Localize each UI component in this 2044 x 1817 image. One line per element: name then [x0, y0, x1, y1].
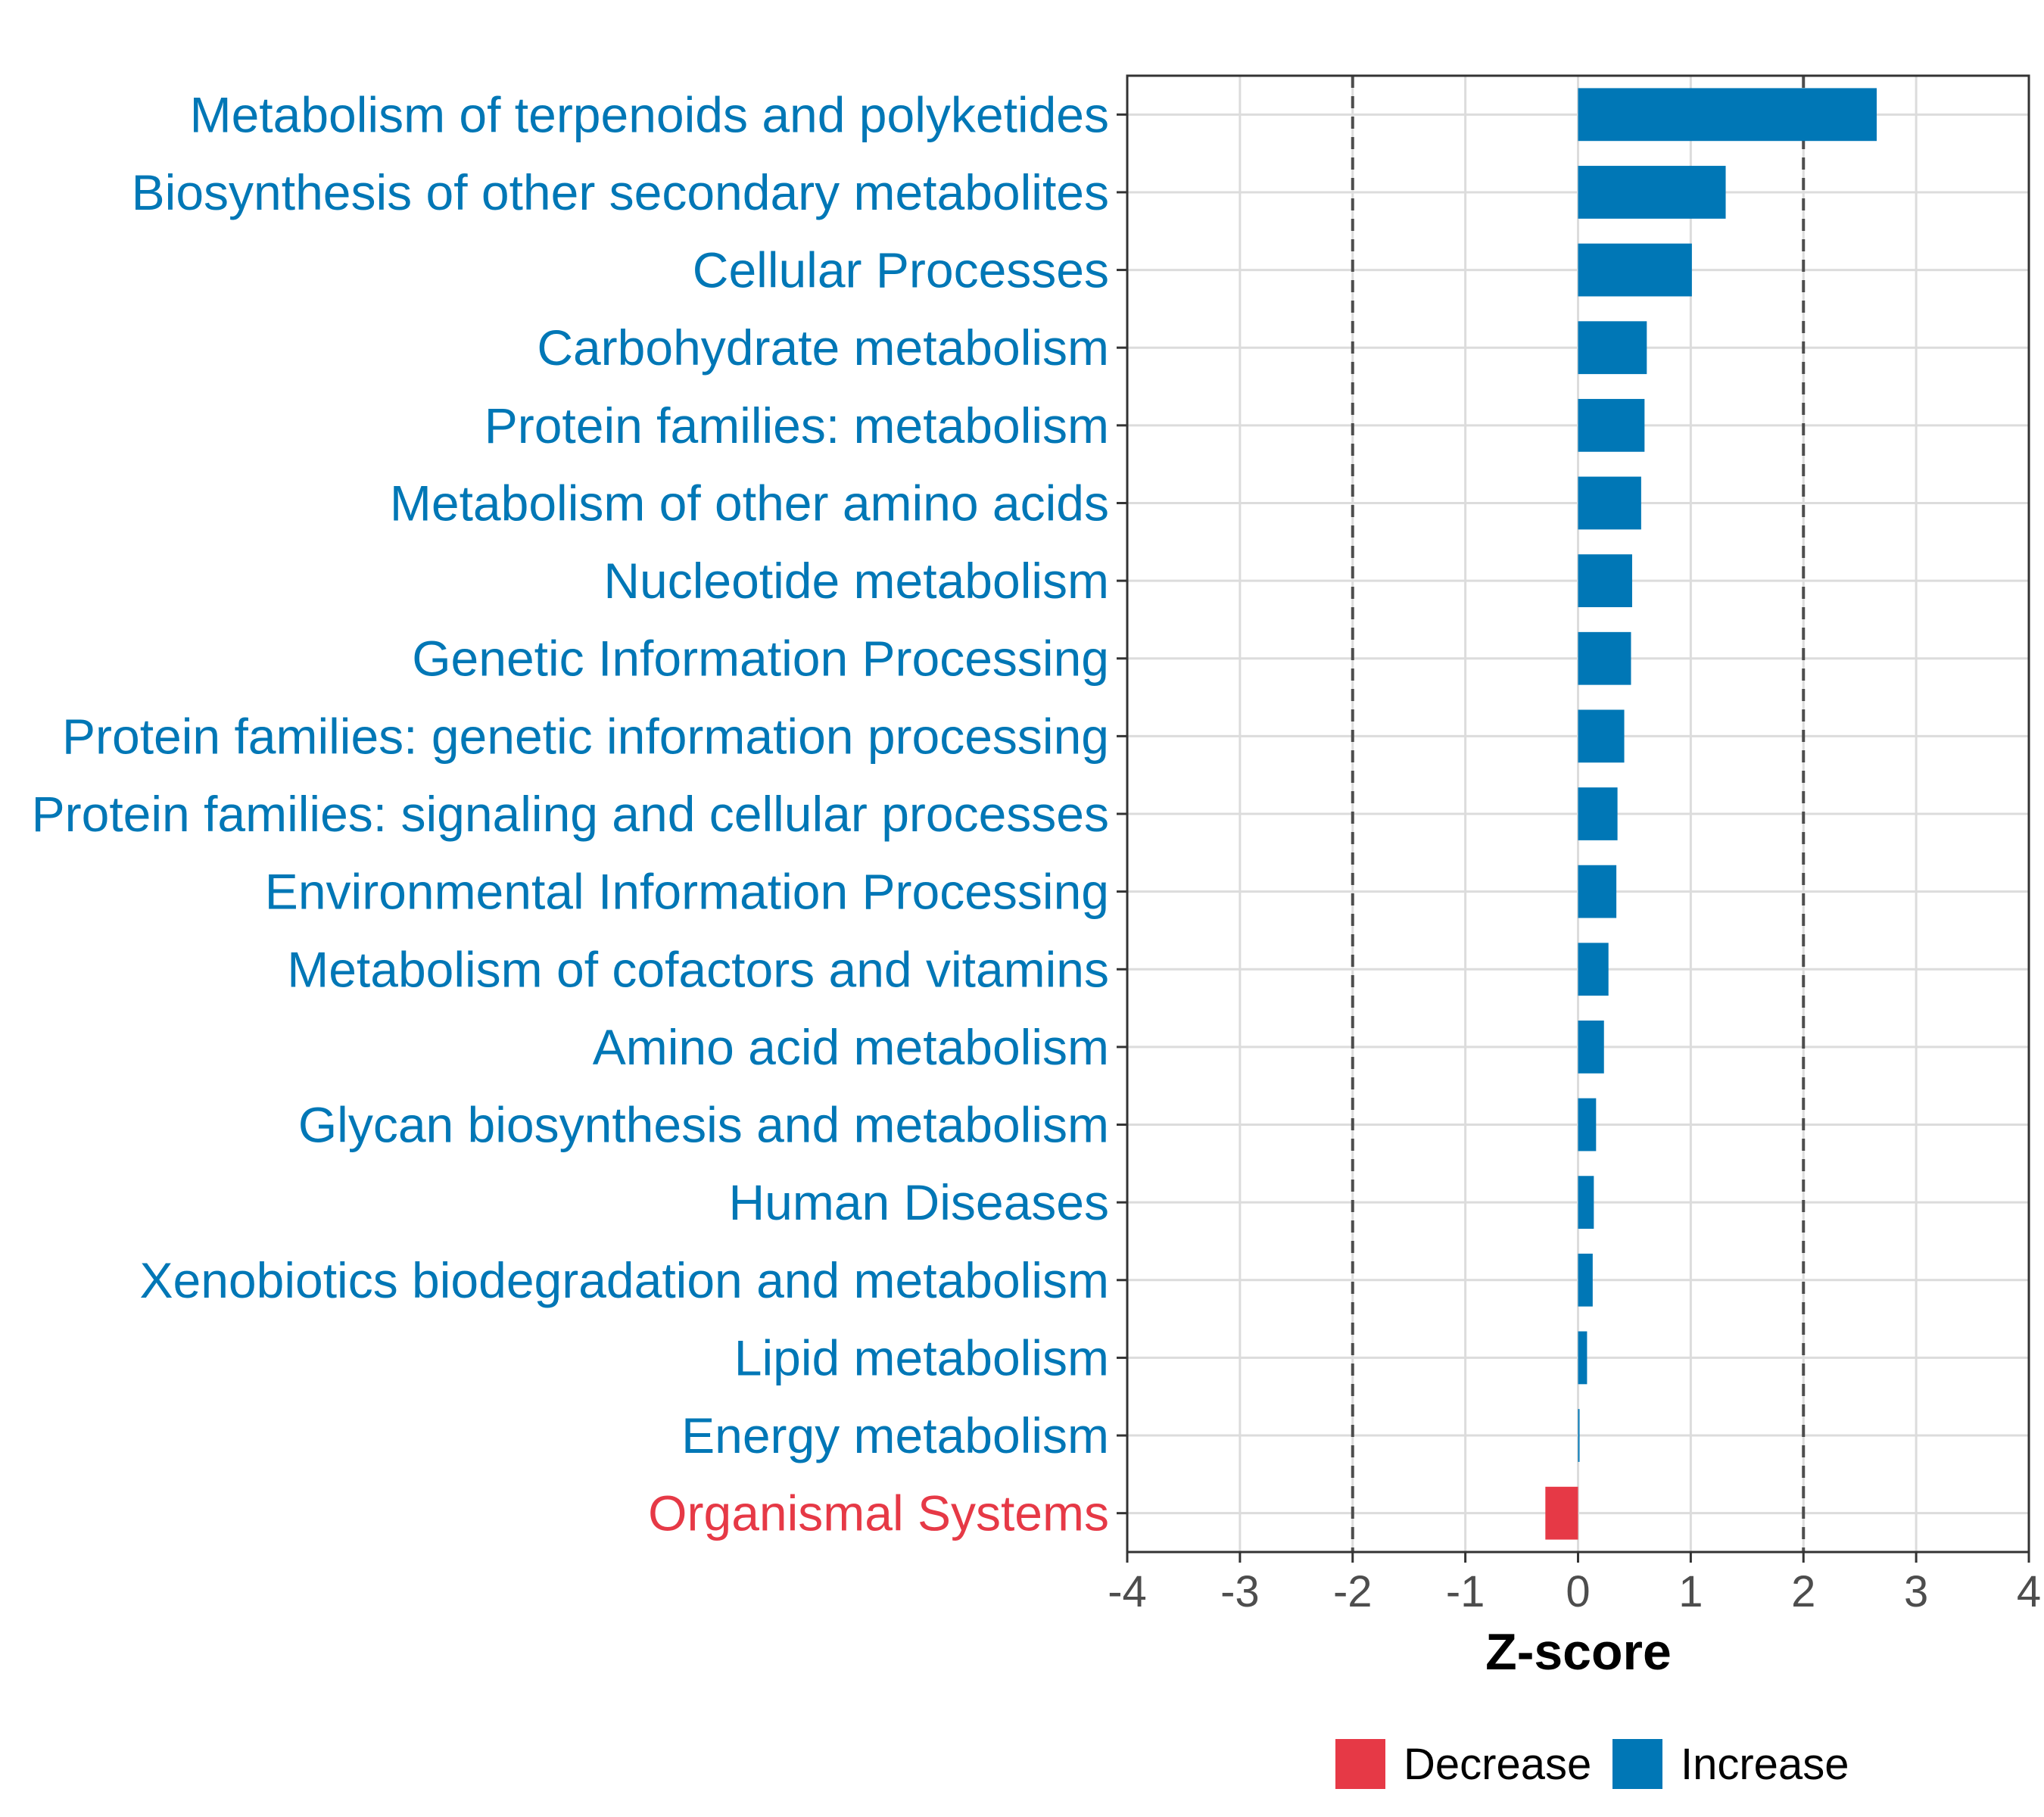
- y-axis-ticks: [1117, 113, 1127, 1515]
- bar: [1578, 554, 1632, 607]
- y-axis-label: Biosynthesis of other secondary metaboli…: [132, 164, 1109, 220]
- bar: [1578, 398, 1645, 452]
- x-tick-label: 1: [1678, 1567, 1703, 1616]
- y-axis-labels: Metabolism of terpenoids and polyketides…: [32, 86, 1109, 1541]
- bar: [1578, 1409, 1580, 1462]
- y-axis-label: Environmental Information Processing: [265, 864, 1109, 920]
- bar: [1578, 709, 1625, 763]
- y-axis-label: Lipid metabolism: [734, 1329, 1109, 1385]
- x-tick-label: 3: [1904, 1567, 1928, 1616]
- x-tick-label: -4: [1108, 1567, 1147, 1616]
- bar: [1578, 1021, 1604, 1074]
- bar: [1578, 243, 1692, 297]
- legend: Decrease Increase: [1335, 1739, 1849, 1789]
- y-axis-label: Protein families: genetic information pr…: [62, 708, 1109, 764]
- bar: [1578, 476, 1641, 530]
- y-axis-label: Energy metabolism: [681, 1407, 1109, 1463]
- legend-key-decrease: [1335, 1739, 1385, 1789]
- bar: [1578, 1331, 1588, 1385]
- bar: [1578, 865, 1617, 918]
- y-axis-label: Protein families: signaling and cellular…: [32, 786, 1109, 842]
- x-axis-title: Z-score: [1485, 1623, 1672, 1681]
- x-tick-label: -3: [1220, 1567, 1260, 1616]
- y-axis-label: Metabolism of terpenoids and polyketides: [190, 86, 1109, 142]
- x-axis-ticks: -4 -3 -2 -1 0 1 2 3 4: [1108, 1552, 2041, 1616]
- bar: [1578, 321, 1647, 375]
- legend-label-increase: Increase: [1681, 1740, 1849, 1789]
- x-tick-label: 0: [1566, 1567, 1590, 1616]
- bars: [1545, 88, 1877, 1540]
- bar: [1578, 1253, 1593, 1307]
- y-axis-label: Human Diseases: [728, 1174, 1109, 1230]
- y-axis-label: Xenobiotics biodegradation and metabolis…: [140, 1252, 1110, 1308]
- y-axis-label: Genetic Information Processing: [412, 631, 1109, 687]
- bar: [1578, 1176, 1594, 1230]
- y-axis-label: Nucleotide metabolism: [603, 553, 1109, 609]
- x-tick-label: 2: [1791, 1567, 1815, 1616]
- bar: [1578, 631, 1631, 685]
- y-axis-label: Metabolism of cofactors and vitamins: [287, 941, 1109, 997]
- y-axis-label: Protein families: metabolism: [485, 397, 1109, 453]
- bar: [1578, 166, 1726, 219]
- y-axis-label: Amino acid metabolism: [593, 1019, 1109, 1075]
- x-tick-label: -1: [1446, 1567, 1485, 1616]
- y-axis-label: Organismal Systems: [648, 1485, 1109, 1541]
- y-axis-label: Carbohydrate metabolism: [537, 319, 1109, 376]
- bar: [1545, 1486, 1578, 1540]
- legend-label-decrease: Decrease: [1404, 1740, 1591, 1789]
- y-axis-label: Metabolism of other amino acids: [390, 475, 1109, 531]
- legend-key-increase: [1612, 1739, 1662, 1789]
- y-axis-label: Glycan biosynthesis and metabolism: [298, 1097, 1109, 1153]
- x-tick-label: 4: [2017, 1567, 2041, 1616]
- x-tick-label: -2: [1333, 1567, 1373, 1616]
- bar: [1578, 1098, 1597, 1152]
- bar: [1578, 787, 1618, 840]
- y-axis-label: Cellular Processes: [693, 242, 1109, 298]
- bar: [1578, 943, 1609, 996]
- threshold-lines: [1351, 76, 1806, 1552]
- bar: [1578, 88, 1877, 142]
